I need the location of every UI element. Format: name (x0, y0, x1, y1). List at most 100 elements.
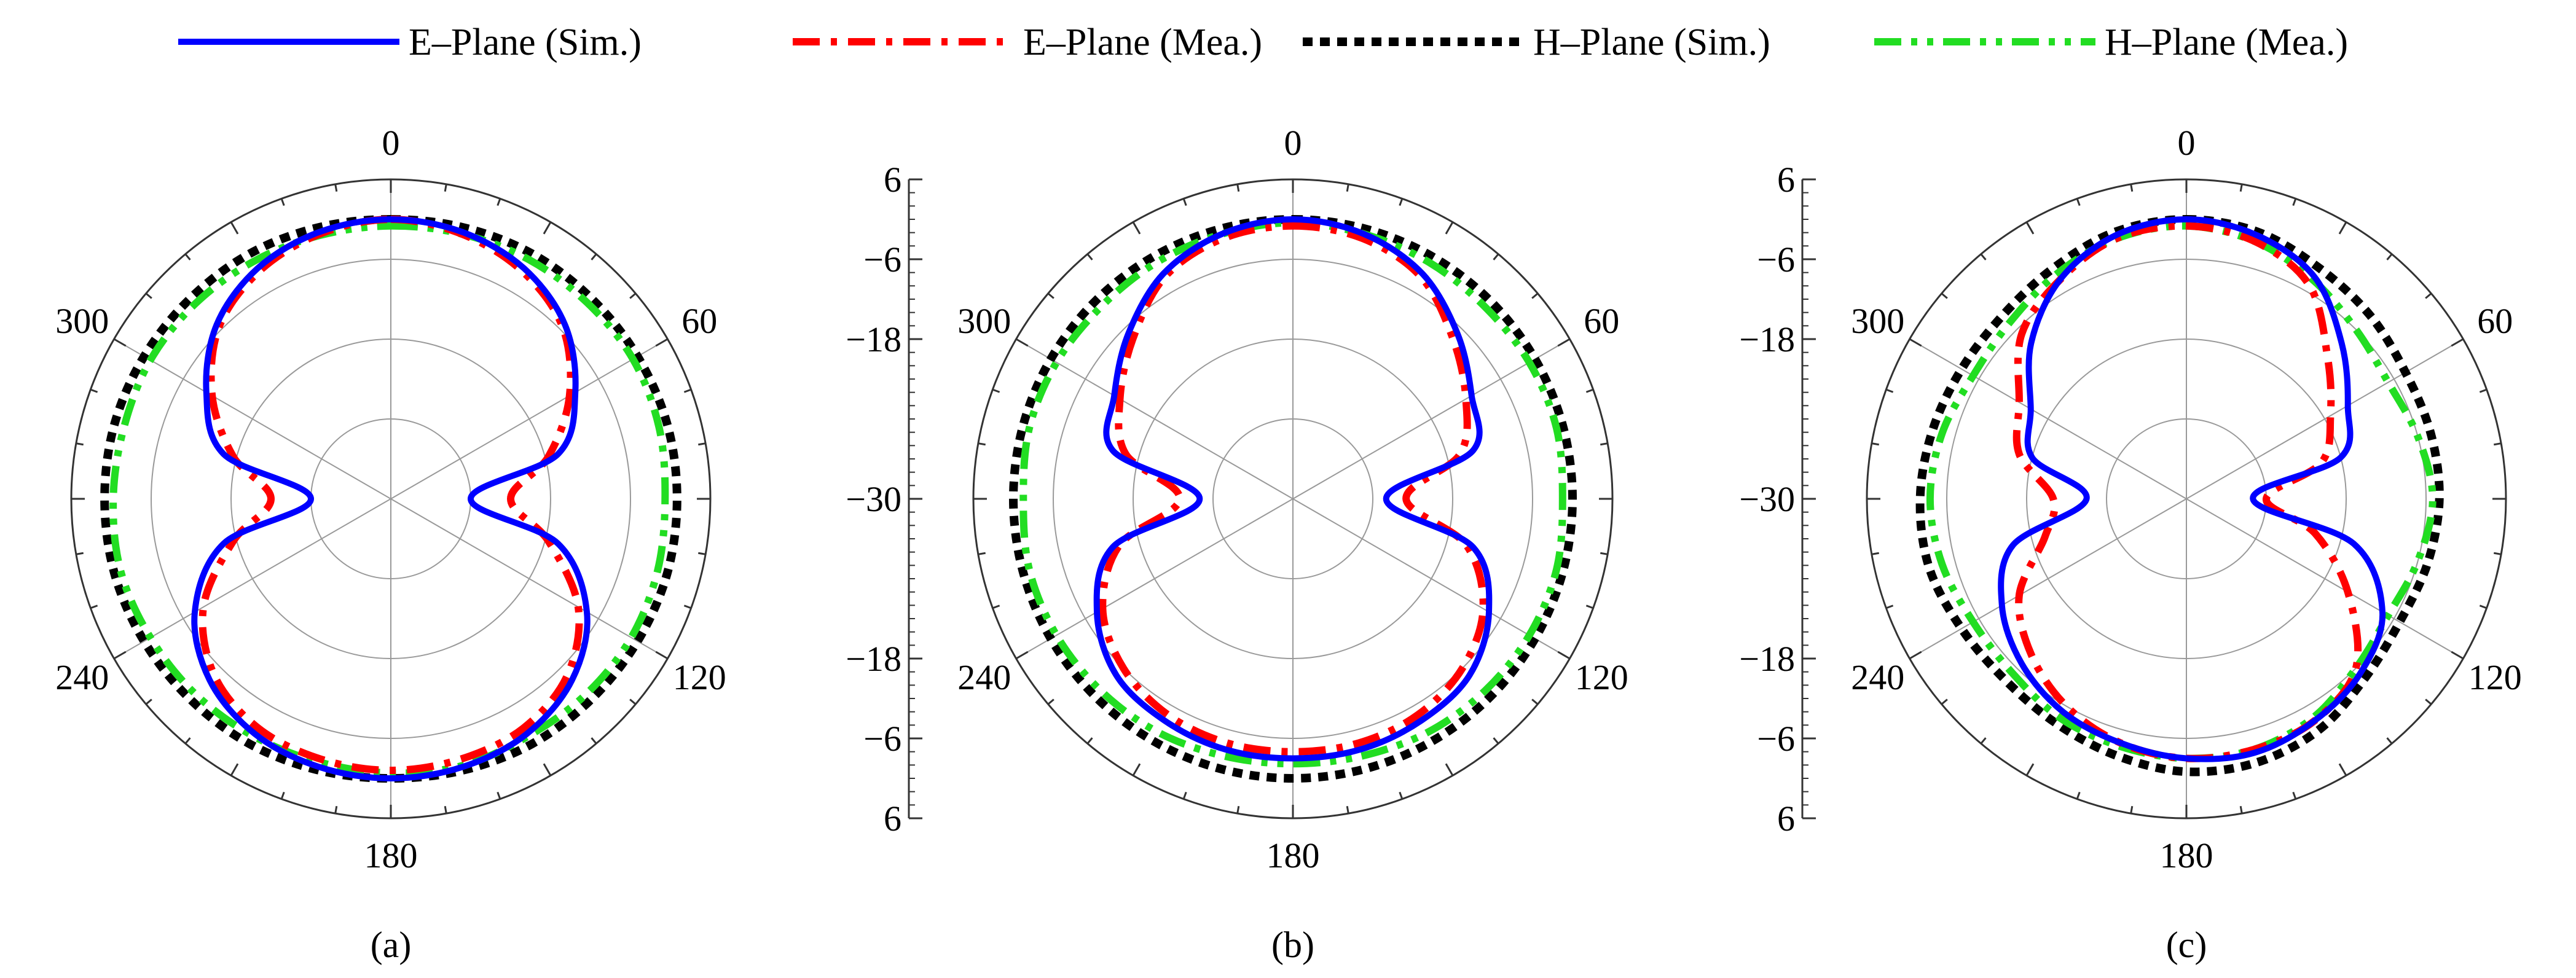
radial-tick-label: −6 (1757, 719, 1795, 759)
grid-spoke (390, 498, 668, 659)
angle-tick-mark (1871, 552, 1879, 555)
angle-tick-label: 60 (681, 301, 717, 341)
angle-tick-mark (1980, 253, 1987, 260)
angle-tick-mark (1182, 198, 1187, 206)
angle-tick-mark (444, 184, 447, 192)
angle-tick-mark (1531, 292, 1539, 299)
series-line (1093, 216, 1493, 762)
grid-spoke (1016, 498, 1294, 659)
angle-tick-mark (2494, 442, 2502, 446)
angle-tick-mark (1346, 184, 1349, 192)
angle-tick-mark (1236, 184, 1240, 192)
radial-tick-label: −30 (1739, 479, 1795, 519)
radial-tick-label: 6 (1777, 799, 1795, 839)
angle-tick-mark (2076, 791, 2081, 800)
angle-tick-mark (1182, 791, 1187, 800)
angle-tick-mark (2239, 806, 2243, 814)
angle-tick-label: 180 (1266, 835, 1320, 875)
grid-spoke (1016, 338, 1294, 499)
panel-label: (a) (371, 925, 412, 965)
series-line (191, 216, 591, 781)
legend-item: E–Plane (Mea.) (793, 22, 1262, 63)
angle-tick-mark (1015, 651, 1029, 660)
angle-tick-mark (2338, 221, 2347, 235)
angle-tick-mark (90, 388, 98, 393)
angle-tick-label: 180 (364, 835, 418, 875)
angle-tick-mark (2386, 253, 2393, 260)
angle-tick-mark (230, 763, 239, 777)
angle-tick-mark (1585, 388, 1594, 393)
polar-panel: 0 60 120 180 240 300 6 −6 −18 −30 −18 −6 6 (b) (846, 123, 1628, 965)
series-line (1998, 216, 2386, 762)
grid-spoke (1909, 338, 2187, 499)
angle-tick-mark (1557, 651, 1571, 660)
angle-tick-mark (2130, 806, 2134, 814)
radial-tick-label: −6 (1757, 240, 1795, 280)
radial-axis: 6 −6 −18 −30 −18 −6 6 (846, 160, 922, 839)
angle-tick-label: 300 (957, 301, 1011, 341)
angle-tick-mark (543, 221, 552, 235)
panel-label: (c) (2166, 925, 2207, 965)
angle-tick-mark (334, 184, 338, 192)
angle-tick-label: 300 (1851, 301, 1904, 341)
angle-tick-mark (2451, 338, 2464, 347)
angle-tick-mark (2239, 184, 2243, 192)
angle-tick-mark (992, 388, 1000, 393)
angle-tick-mark (2479, 604, 2488, 609)
angle-tick-mark (1585, 604, 1594, 609)
angle-tick-label: 300 (55, 301, 109, 341)
angle-tick-mark (1445, 221, 1454, 235)
angle-tick-mark (1493, 253, 1499, 260)
angle-tick-mark (543, 763, 552, 777)
angle-tick-label: 120 (1575, 657, 1628, 697)
angle-tick-label: 120 (673, 657, 726, 697)
angle-tick-mark (1557, 338, 1571, 347)
angle-tick-mark (113, 651, 127, 660)
series-line (1926, 222, 2437, 762)
angle-tick-mark (1600, 442, 1608, 446)
angle-tick-mark (1086, 737, 1093, 745)
angle-tick-mark (698, 552, 706, 555)
angle-tick-mark (444, 806, 447, 814)
radial-tick-label: 6 (884, 799, 901, 839)
angle-tick-mark (1236, 806, 1240, 814)
angle-tick-mark (280, 791, 285, 800)
angle-tick-mark (2076, 198, 2081, 206)
angle-tick-mark (2025, 763, 2035, 777)
radial-tick-label: −6 (863, 240, 901, 280)
grid-spoke (1909, 498, 2187, 659)
angle-tick-mark (1399, 198, 1404, 206)
series-line (100, 215, 681, 783)
series-line (1009, 215, 1577, 783)
angle-tick-mark (184, 737, 191, 745)
angle-tick-mark (591, 737, 597, 745)
angle-tick-mark (1941, 698, 1948, 705)
angle-tick-label: 60 (1584, 301, 1619, 341)
radial-tick-label: −18 (1739, 319, 1795, 359)
angle-tick-mark (1909, 338, 1922, 347)
angle-tick-mark (1047, 292, 1054, 299)
grid-spoke (114, 338, 391, 499)
angle-tick-mark (184, 253, 191, 260)
angle-tick-label: 0 (1284, 123, 1302, 163)
angle-tick-mark (655, 338, 669, 347)
legend: E–Plane (Sim.) E–Plane (Mea.) H–Plane (Sim… (178, 22, 2348, 63)
radial-tick-label: −6 (863, 719, 901, 759)
angle-tick-label: 180 (2160, 835, 2213, 875)
angle-tick-mark (1399, 791, 1404, 800)
angle-tick-mark (2479, 388, 2488, 393)
angle-tick-mark (1909, 651, 1922, 660)
series-line (1019, 219, 1566, 768)
angle-tick-mark (2292, 791, 2297, 800)
angle-tick-mark (591, 253, 597, 260)
legend-label: H–Plane (Mea.) (2105, 22, 2348, 63)
angle-tick-mark (2425, 698, 2432, 705)
radial-tick-label: 6 (1777, 160, 1795, 200)
angle-tick-mark (1015, 338, 1029, 347)
angle-tick-mark (655, 651, 669, 660)
angle-tick-mark (1600, 552, 1608, 555)
series-line (2012, 222, 2362, 762)
radial-tick-label: −18 (1739, 639, 1795, 679)
legend-item: E–Plane (Sim.) (178, 22, 642, 63)
angle-tick-mark (1885, 388, 1894, 393)
